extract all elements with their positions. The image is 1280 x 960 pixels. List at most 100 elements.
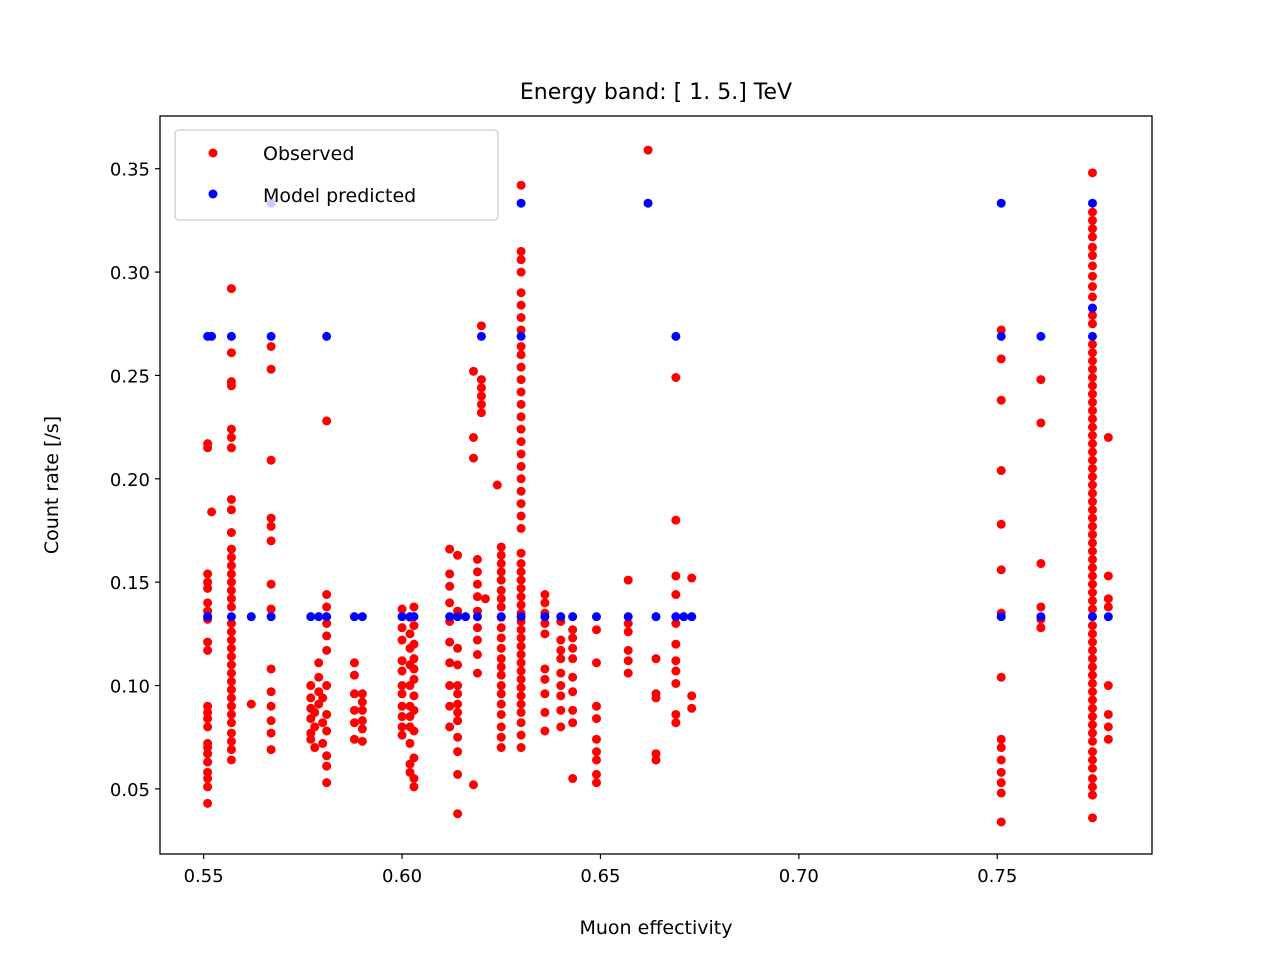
observed-point xyxy=(405,738,415,748)
x-tick-label: 0.60 xyxy=(382,866,422,887)
observed-point xyxy=(453,681,463,691)
x-tick-label: 0.55 xyxy=(184,866,224,887)
model-predicted-point xyxy=(226,331,236,341)
observed-point xyxy=(516,399,526,409)
observed-point xyxy=(266,687,276,697)
observed-point xyxy=(409,664,419,674)
observed-point xyxy=(306,734,316,744)
model-predicted-point xyxy=(461,612,471,622)
observed-point xyxy=(1087,447,1097,457)
observed-point xyxy=(496,585,506,595)
observed-point xyxy=(397,656,407,666)
observed-point xyxy=(540,598,550,608)
observed-point xyxy=(1087,571,1097,581)
observed-point xyxy=(671,666,681,676)
observed-point xyxy=(496,732,506,742)
observed-point xyxy=(996,354,1006,364)
observed-point xyxy=(322,602,332,612)
observed-point xyxy=(591,701,601,711)
observed-point xyxy=(1087,422,1097,432)
observed-point xyxy=(203,701,213,711)
observed-point xyxy=(671,373,681,382)
observed-point xyxy=(453,660,463,670)
observed-point xyxy=(1087,629,1097,639)
observed-point xyxy=(322,619,332,628)
observed-point xyxy=(397,689,407,699)
model-predicted-point xyxy=(556,612,566,622)
observed-point xyxy=(397,666,407,676)
observed-point xyxy=(1087,472,1097,482)
observed-point xyxy=(1087,774,1097,784)
observed-point xyxy=(540,629,550,639)
plot-frame xyxy=(159,115,1153,855)
observed-point xyxy=(226,544,236,554)
observed-point xyxy=(476,375,486,385)
observed-point xyxy=(357,697,367,707)
observed-point xyxy=(476,408,486,418)
observed-point xyxy=(516,412,526,422)
observed-point xyxy=(516,743,526,753)
observed-point xyxy=(591,714,601,724)
observed-point xyxy=(516,641,526,651)
observed-point xyxy=(1087,261,1097,271)
observed-point xyxy=(322,726,332,736)
observed-point xyxy=(516,246,526,256)
legend-observed-marker xyxy=(208,148,218,158)
observed-point xyxy=(556,691,566,701)
observed-point xyxy=(996,817,1006,827)
observed-point xyxy=(516,474,526,484)
observed-point xyxy=(1087,712,1097,722)
observed-point xyxy=(591,778,601,788)
observed-point xyxy=(996,395,1006,405)
observed-point xyxy=(1036,375,1046,385)
observed-point xyxy=(472,567,482,577)
observed-point xyxy=(1087,645,1097,655)
y-tick-label: 0.20 xyxy=(110,470,150,491)
observed-point xyxy=(1087,670,1097,680)
observed-point xyxy=(226,561,236,571)
model-predicted-point xyxy=(445,612,455,622)
observed-point xyxy=(651,755,661,765)
observed-point xyxy=(246,699,256,709)
y-tick-label: 0.15 xyxy=(110,573,150,594)
observed-point xyxy=(516,511,526,521)
observed-point xyxy=(226,585,236,595)
observed-point xyxy=(1087,521,1097,531)
model-predicted-series xyxy=(203,198,1113,622)
model-predicted-point xyxy=(322,331,332,341)
observed-point xyxy=(453,732,463,742)
observed-point xyxy=(996,466,1006,476)
observed-point xyxy=(322,631,332,641)
observed-point xyxy=(397,623,407,633)
observed-point xyxy=(203,767,213,777)
observed-point xyxy=(266,745,276,755)
model-predicted-point xyxy=(651,612,661,622)
observed-point xyxy=(496,709,506,719)
observed-point xyxy=(516,424,526,434)
observed-point xyxy=(357,736,367,746)
observed-point xyxy=(203,798,213,808)
observed-point xyxy=(623,575,633,585)
observed-point xyxy=(1087,480,1097,490)
model-predicted-point xyxy=(996,198,1006,208)
observed-point xyxy=(349,658,359,668)
observed-point xyxy=(318,718,328,728)
observed-point xyxy=(409,639,419,649)
observed-point xyxy=(496,681,506,691)
observed-point xyxy=(203,782,213,792)
observed-point xyxy=(1087,439,1097,449)
observed-point xyxy=(266,513,276,523)
observed-point xyxy=(516,387,526,397)
observed-point xyxy=(996,672,1006,682)
model-predicted-point xyxy=(1036,612,1046,622)
observed-point xyxy=(207,507,217,517)
observed-point xyxy=(568,774,578,784)
observed-point xyxy=(516,255,526,265)
observed-point xyxy=(516,325,526,335)
observed-point xyxy=(516,666,526,676)
observed-point xyxy=(1036,559,1046,569)
observed-point xyxy=(266,604,276,614)
legend-observed-label: Observed xyxy=(263,143,354,165)
observed-point xyxy=(516,718,526,728)
